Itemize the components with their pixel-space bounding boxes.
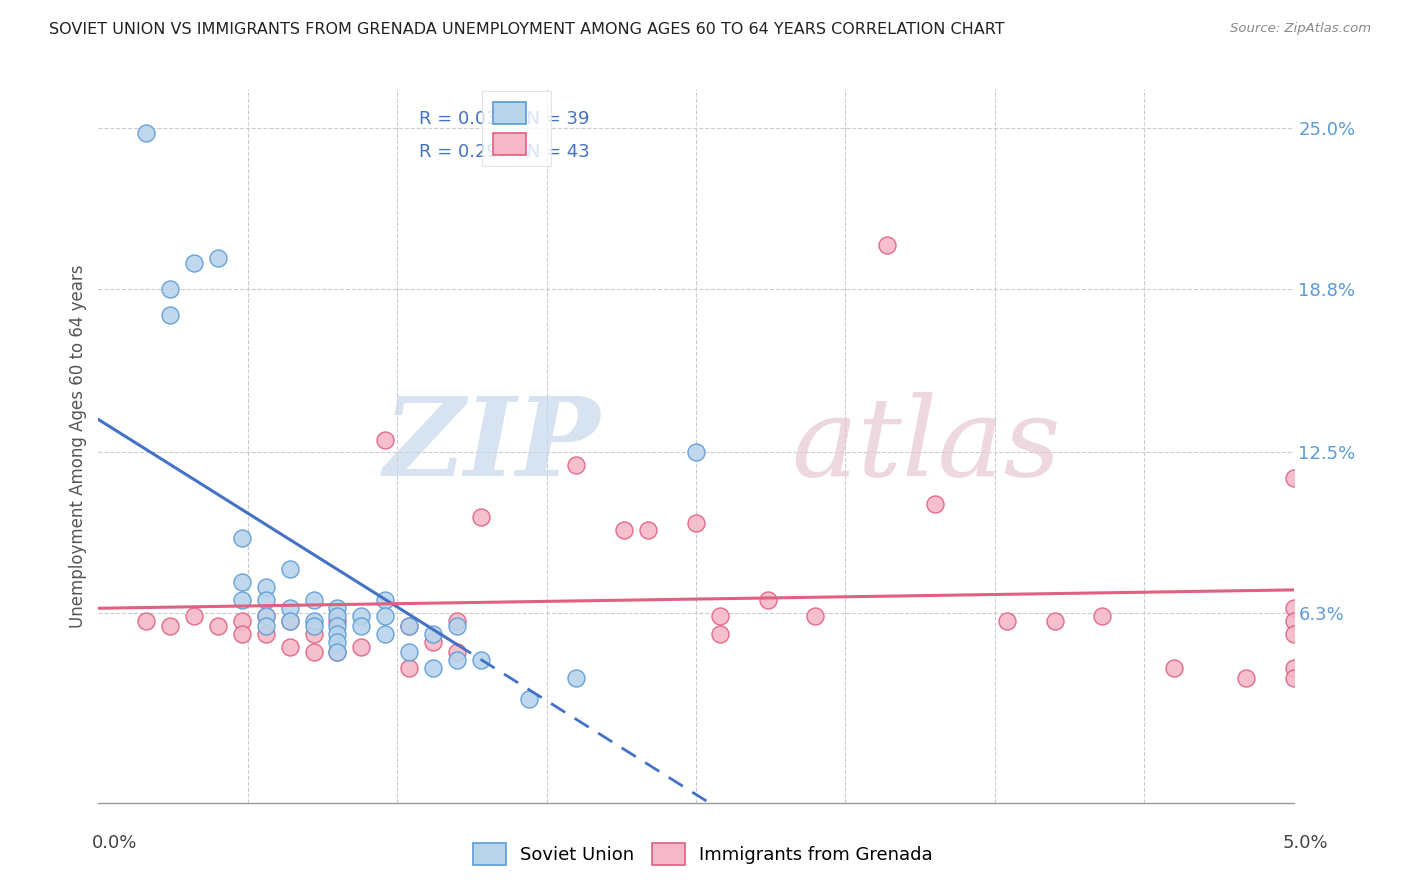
Point	[350, 640, 373, 654]
Point	[231, 614, 253, 628]
Point	[470, 510, 492, 524]
Point	[685, 516, 707, 530]
Point	[278, 614, 301, 628]
Point	[374, 627, 396, 641]
Point	[254, 609, 277, 624]
Point	[422, 661, 444, 675]
Point	[422, 627, 444, 641]
Point	[1282, 471, 1305, 485]
Text: 0.0%: 0.0%	[91, 834, 136, 852]
Point	[756, 593, 779, 607]
Point	[1282, 627, 1305, 641]
Point	[231, 593, 253, 607]
Point	[302, 619, 325, 633]
Point	[374, 609, 396, 624]
Point	[350, 619, 373, 633]
Point	[231, 531, 253, 545]
Point	[517, 692, 540, 706]
Point	[350, 609, 373, 624]
Point	[231, 627, 253, 641]
Point	[1282, 671, 1305, 685]
Point	[1091, 609, 1114, 624]
Point	[159, 282, 181, 296]
Point	[254, 581, 277, 595]
Text: R = 0.297   N = 43: R = 0.297 N = 43	[419, 143, 589, 161]
Point	[995, 614, 1018, 628]
Point	[254, 619, 277, 633]
Point	[302, 645, 325, 659]
Point	[183, 609, 205, 624]
Point	[924, 497, 946, 511]
Legend: , : ,	[482, 91, 551, 166]
Point	[302, 614, 325, 628]
Point	[326, 619, 349, 633]
Point	[446, 614, 468, 628]
Text: R = 0.033   N = 39: R = 0.033 N = 39	[419, 111, 589, 128]
Point	[446, 653, 468, 667]
Point	[565, 671, 588, 685]
Point	[1163, 661, 1185, 675]
Point	[1043, 614, 1066, 628]
Text: atlas: atlas	[792, 392, 1062, 500]
Point	[159, 308, 181, 322]
Text: ZIP: ZIP	[384, 392, 600, 500]
Point	[470, 653, 492, 667]
Point	[278, 562, 301, 576]
Point	[326, 635, 349, 649]
Point	[183, 256, 205, 270]
Point	[422, 635, 444, 649]
Point	[254, 593, 277, 607]
Point	[709, 627, 731, 641]
Point	[398, 645, 420, 659]
Point	[398, 661, 420, 675]
Point	[326, 627, 349, 641]
Point	[278, 640, 301, 654]
Point	[135, 614, 157, 628]
Point	[278, 614, 301, 628]
Point	[278, 601, 301, 615]
Point	[1282, 614, 1305, 628]
Point	[804, 609, 827, 624]
Point	[876, 238, 898, 252]
Point	[565, 458, 588, 473]
Legend: Soviet Union, Immigrants from Grenada: Soviet Union, Immigrants from Grenada	[465, 836, 941, 872]
Point	[1234, 671, 1257, 685]
Point	[374, 593, 396, 607]
Point	[326, 645, 349, 659]
Point	[398, 619, 420, 633]
Point	[326, 614, 349, 628]
Point	[254, 609, 277, 624]
Text: SOVIET UNION VS IMMIGRANTS FROM GRENADA UNEMPLOYMENT AMONG AGES 60 TO 64 YEARS C: SOVIET UNION VS IMMIGRANTS FROM GRENADA …	[49, 22, 1005, 37]
Point	[159, 619, 181, 633]
Point	[302, 627, 325, 641]
Y-axis label: Unemployment Among Ages 60 to 64 years: Unemployment Among Ages 60 to 64 years	[69, 264, 87, 628]
Point	[302, 593, 325, 607]
Point	[254, 627, 277, 641]
Point	[326, 645, 349, 659]
Point	[709, 609, 731, 624]
Point	[1282, 661, 1305, 675]
Point	[398, 619, 420, 633]
Text: 5.0%: 5.0%	[1284, 834, 1329, 852]
Point	[685, 445, 707, 459]
Text: Source: ZipAtlas.com: Source: ZipAtlas.com	[1230, 22, 1371, 36]
Point	[446, 619, 468, 633]
Point	[637, 524, 659, 538]
Point	[231, 575, 253, 590]
Point	[613, 524, 636, 538]
Point	[326, 601, 349, 615]
Point	[135, 126, 157, 140]
Point	[1282, 601, 1305, 615]
Point	[207, 619, 229, 633]
Point	[207, 251, 229, 265]
Point	[326, 609, 349, 624]
Point	[374, 433, 396, 447]
Point	[446, 645, 468, 659]
